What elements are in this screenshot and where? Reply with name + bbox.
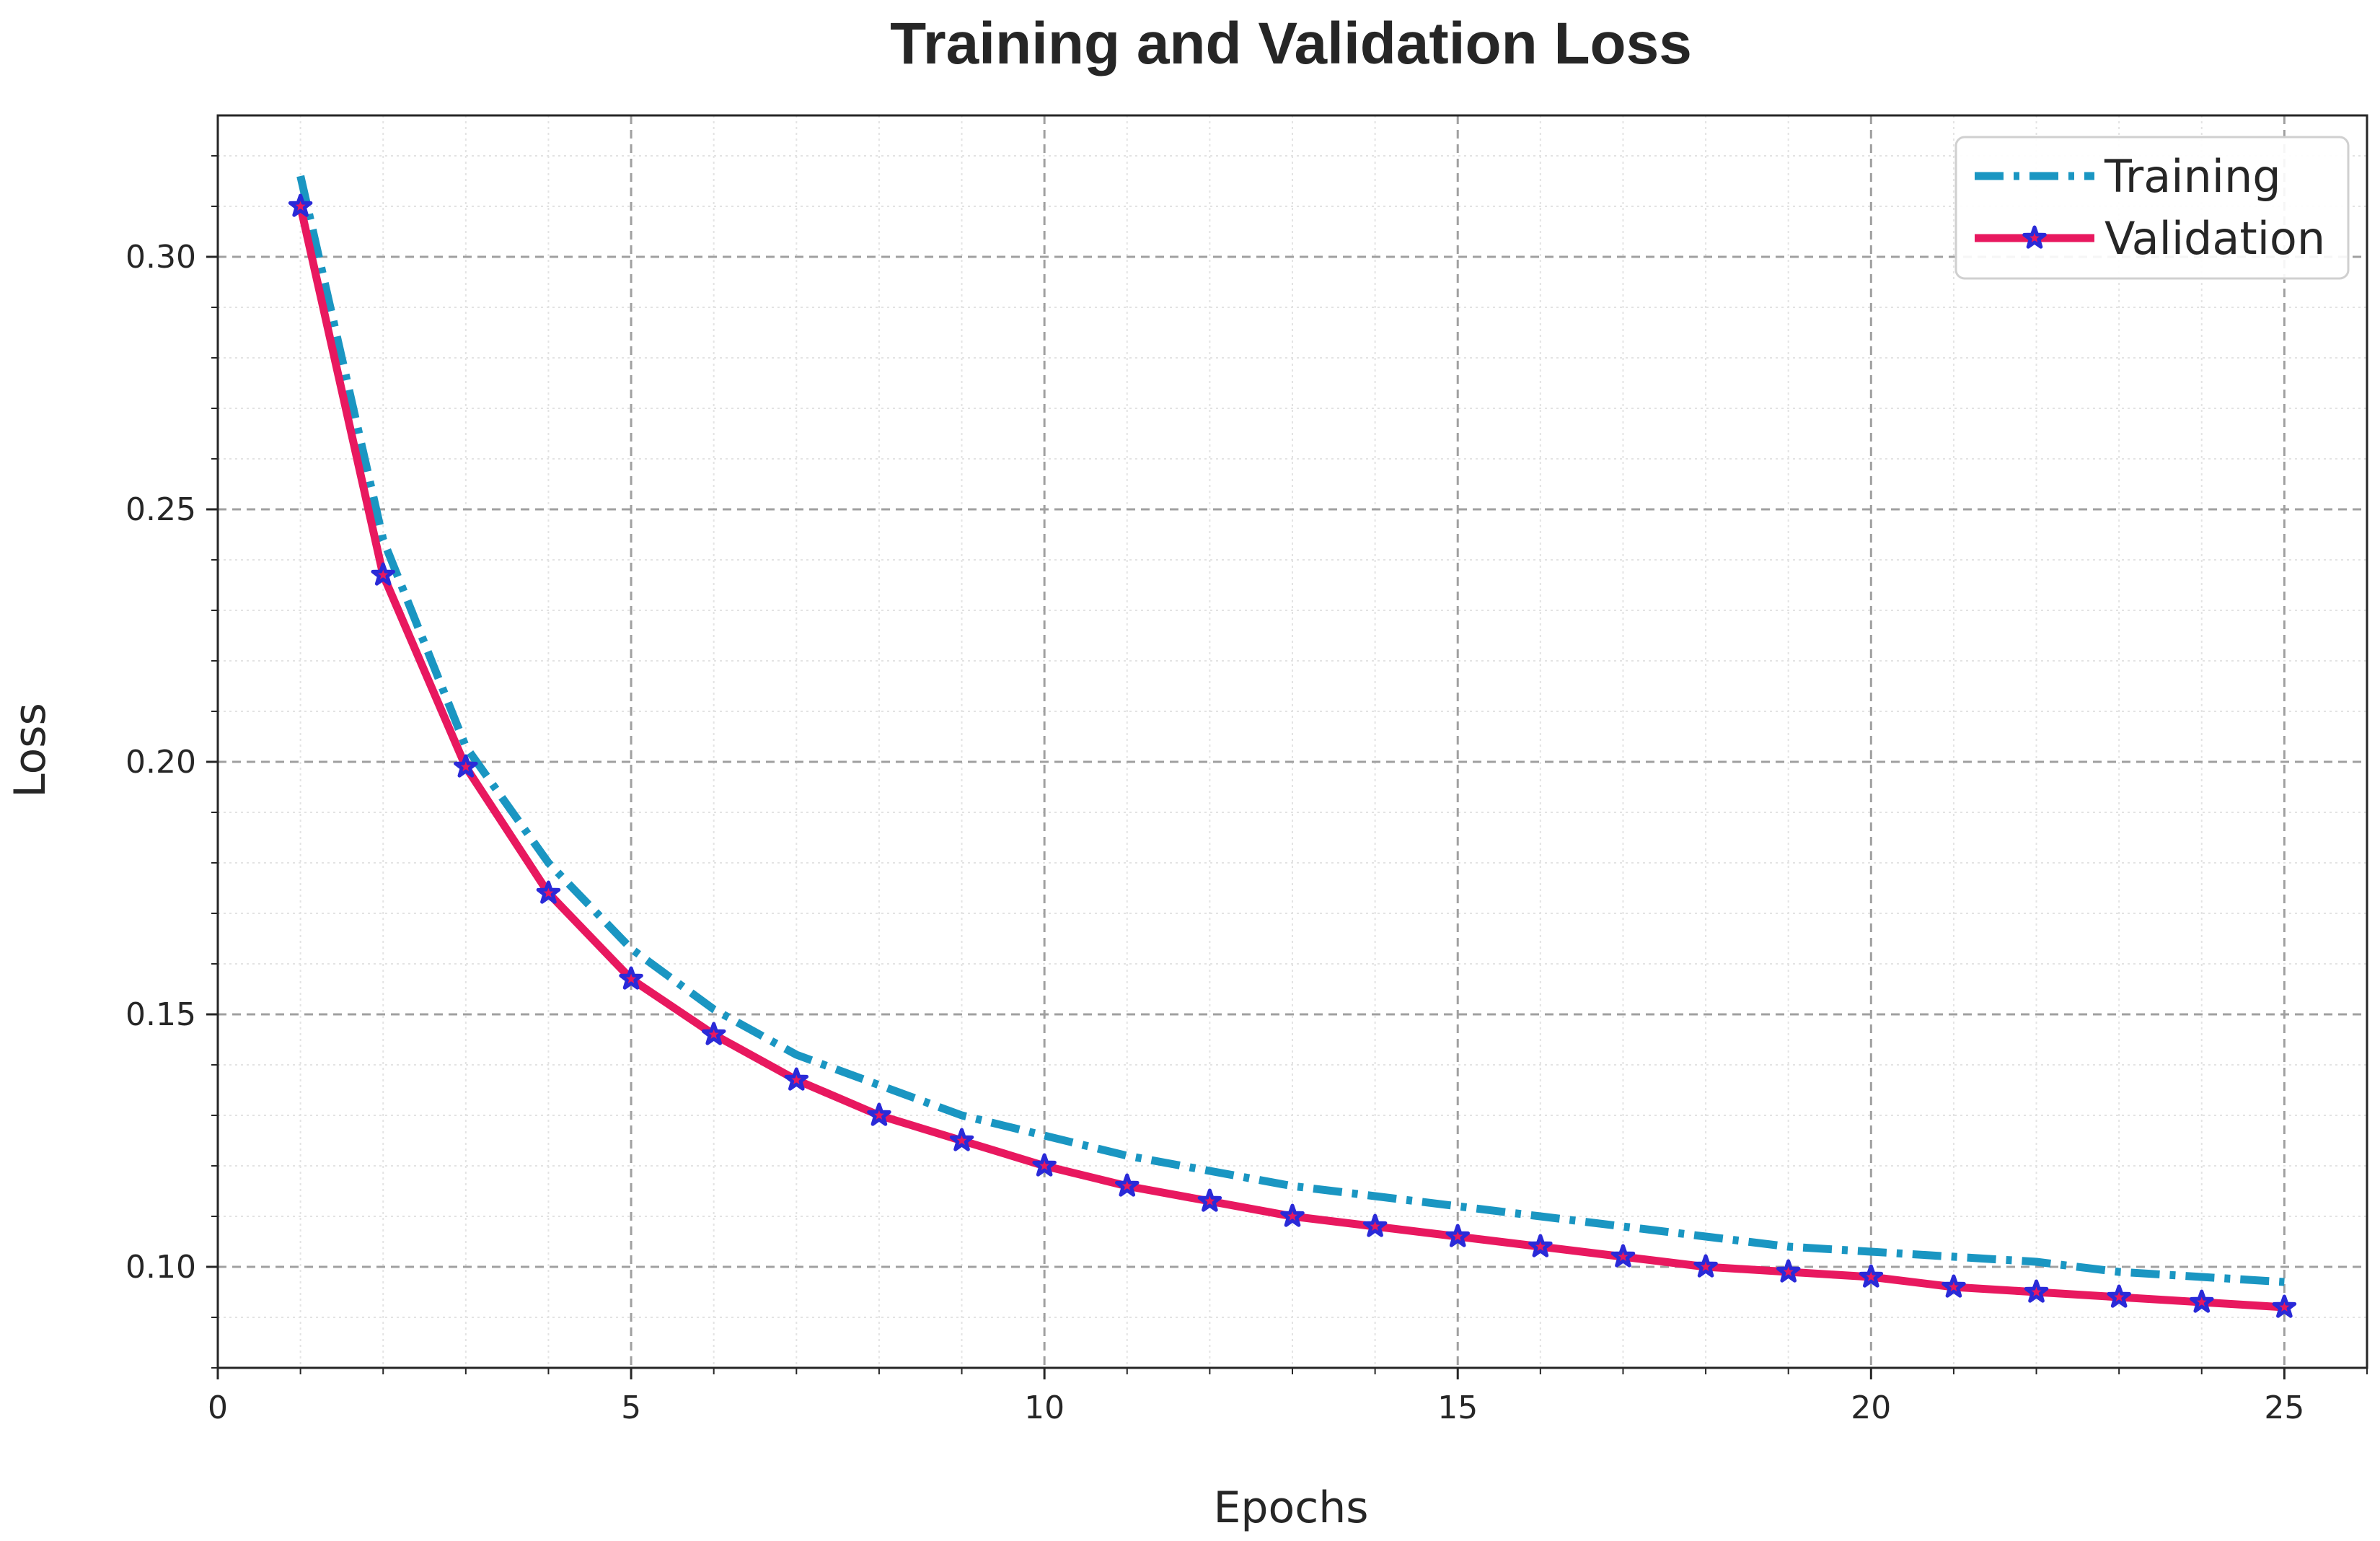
validation-point <box>2272 1294 2297 1318</box>
axes: 0 5 10 15 20 25 0.10 0.15 0.20 0.25 0.30 <box>125 114 2368 1426</box>
x-tick-label: 10 <box>1024 1389 1065 1426</box>
validation-point <box>371 562 395 586</box>
validation-point <box>288 193 313 217</box>
validation-point <box>1362 1213 1388 1237</box>
validation-point <box>701 1022 726 1045</box>
y-tick-label: 0.10 <box>125 1249 196 1286</box>
x-tick-label: 5 <box>621 1389 641 1426</box>
validation-point <box>536 880 561 904</box>
validation-point <box>2190 1289 2214 1313</box>
legend-validation-marker <box>2022 225 2047 249</box>
validation-point <box>1859 1264 1884 1288</box>
validation-point <box>1280 1203 1305 1227</box>
y-tick-label: 0.15 <box>125 996 196 1033</box>
chart-title: Training and Validation Loss <box>890 11 1692 76</box>
validation-point <box>1197 1188 1222 1212</box>
validation-point <box>784 1067 809 1091</box>
validation-point <box>619 966 643 990</box>
legend: Training Validation <box>1954 136 2350 280</box>
x-axis-label: Epochs <box>1214 1483 1369 1533</box>
validation-point <box>1115 1173 1140 1197</box>
validation-point <box>1528 1234 1553 1257</box>
validation-point <box>949 1128 974 1151</box>
y-tick-label: 0.20 <box>125 744 196 781</box>
validation-point <box>454 754 478 778</box>
validation-point <box>1942 1274 1966 1298</box>
y-tick-label: 0.30 <box>125 239 196 276</box>
x-tick-label: 15 <box>1437 1389 1478 1426</box>
legend-validation-label: Validation <box>2104 212 2325 265</box>
validation-point <box>867 1102 891 1126</box>
grid <box>218 115 2368 1369</box>
x-tick-label: 25 <box>2264 1389 2304 1426</box>
series <box>288 175 2297 1318</box>
validation-point <box>1032 1153 1057 1177</box>
validation-point <box>1776 1259 1801 1283</box>
x-tick-label: 20 <box>1851 1389 1891 1426</box>
y-axis-label: Loss <box>5 703 56 798</box>
validation-point <box>2107 1284 2131 1308</box>
training-line <box>296 175 2285 1286</box>
validation-point <box>1693 1254 1718 1278</box>
validation-point <box>1610 1244 1636 1268</box>
legend-training-label: Training <box>2104 150 2281 203</box>
x-tick-label: 0 <box>208 1389 228 1426</box>
validation-point <box>2024 1279 2049 1303</box>
y-tick-label: 0.25 <box>125 491 196 528</box>
validation-point <box>1445 1224 1470 1247</box>
